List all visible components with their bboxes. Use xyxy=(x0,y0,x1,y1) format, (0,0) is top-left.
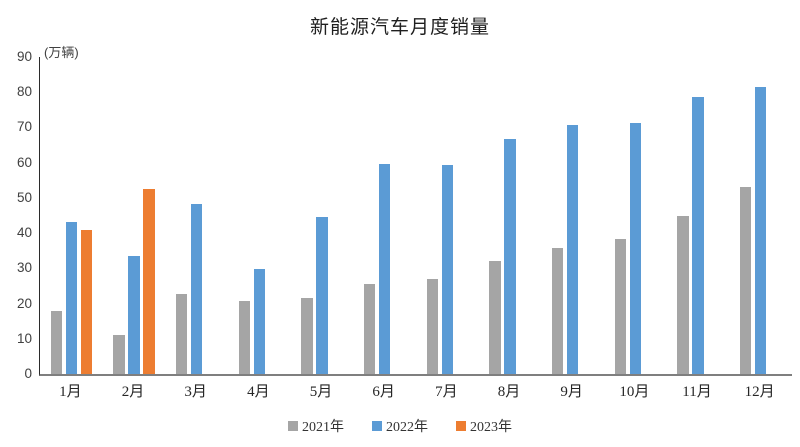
y-tick-label-40: 40 xyxy=(16,225,32,241)
x-axis-label-5月: 5月 xyxy=(309,384,333,400)
y-tick-label-10: 10 xyxy=(16,330,32,346)
legend-swatch-2023 xyxy=(456,421,466,431)
bar-2021年-3月 xyxy=(175,294,188,374)
y-tick-label-30: 30 xyxy=(16,260,32,276)
y-tick-label-0: 0 xyxy=(24,366,32,381)
bar-2022年-12月 xyxy=(754,87,767,374)
legend-swatch-2022 xyxy=(372,421,382,431)
y-axis-tick-labels: 0 10 20 30 40 50 60 70 80 90 xyxy=(0,49,32,381)
x-axis-label-12月: 12月 xyxy=(744,384,775,400)
bar-2022年-6月 xyxy=(378,164,391,374)
bar-2021年-6月 xyxy=(363,283,376,374)
x-axis-label-9月: 9月 xyxy=(560,384,583,400)
bar-2022年-10月 xyxy=(629,122,642,374)
legend-label-2021: 2021年 xyxy=(302,420,344,435)
plot-area xyxy=(39,57,792,376)
x-axis-label-8月: 8月 xyxy=(497,384,521,400)
x-axis-label-11月: 11月 xyxy=(682,384,712,400)
y-tick-label-90: 90 xyxy=(16,49,32,64)
y-tick-label-20: 20 xyxy=(16,295,32,311)
bar-2021年-1月 xyxy=(50,310,63,374)
chart-title: 新能源汽车月度销量 xyxy=(309,17,490,38)
y-tick-label-80: 80 xyxy=(16,84,32,100)
bar-2021年-8月 xyxy=(489,260,501,374)
x-axis-label-7月: 7月 xyxy=(435,384,458,400)
x-axis-labels: 1月 2月 3月 4月 5月 6月 7月 8月 9月 10月 11月 12月 xyxy=(0,380,800,400)
legend-swatch-2021 xyxy=(288,421,298,431)
bar-2022年-7月 xyxy=(441,165,454,374)
legend: 2021年 2022年 2023年 xyxy=(0,416,800,436)
bar-2021年-7月 xyxy=(426,278,439,374)
x-axis-label-6月: 6月 xyxy=(372,384,395,400)
bar-2021年-4月 xyxy=(238,301,251,374)
bar-2023年-1月 xyxy=(80,230,93,374)
bar-2021年-10月 xyxy=(614,239,627,374)
bar-2022年-5月 xyxy=(316,216,328,374)
bar-2021年-9月 xyxy=(551,248,564,374)
bar-2022年-3月 xyxy=(190,203,203,374)
legend-item-2022: 2022年 xyxy=(372,416,428,436)
legend-label-2022: 2022年 xyxy=(386,420,428,435)
legend-item-2023: 2023年 xyxy=(456,416,512,436)
bar-2022年-4月 xyxy=(253,268,266,374)
x-axis-label-1月: 1月 xyxy=(59,384,82,400)
x-axis-label-3月: 3月 xyxy=(184,384,207,400)
bar-2022年-11月 xyxy=(692,97,704,374)
x-axis-label-10月: 10月 xyxy=(619,384,650,400)
y-axis-unit-label: (万辆) xyxy=(44,45,79,60)
bar-2021年-5月 xyxy=(301,297,313,374)
y-tick-label-70: 70 xyxy=(16,119,32,135)
legend-item-2021: 2021年 xyxy=(288,416,344,436)
x-axis-label-2月: 2月 xyxy=(121,384,145,400)
bar-2023年-2月 xyxy=(143,189,155,374)
legend-label-2023: 2023年 xyxy=(470,420,512,435)
bar-2022年-1月 xyxy=(65,222,78,374)
bar-2022年-2月 xyxy=(128,256,140,374)
y-tick-label-60: 60 xyxy=(16,154,32,170)
y-tick-label-50: 50 xyxy=(16,189,32,205)
bar-2021年-2月 xyxy=(113,335,125,374)
x-axis-label-4月: 4月 xyxy=(247,384,270,400)
bar-2022年-8月 xyxy=(504,139,516,374)
bar-2021年-12月 xyxy=(739,186,752,374)
bar-2021年-11月 xyxy=(677,215,689,374)
bar-2022年-9月 xyxy=(566,124,579,374)
